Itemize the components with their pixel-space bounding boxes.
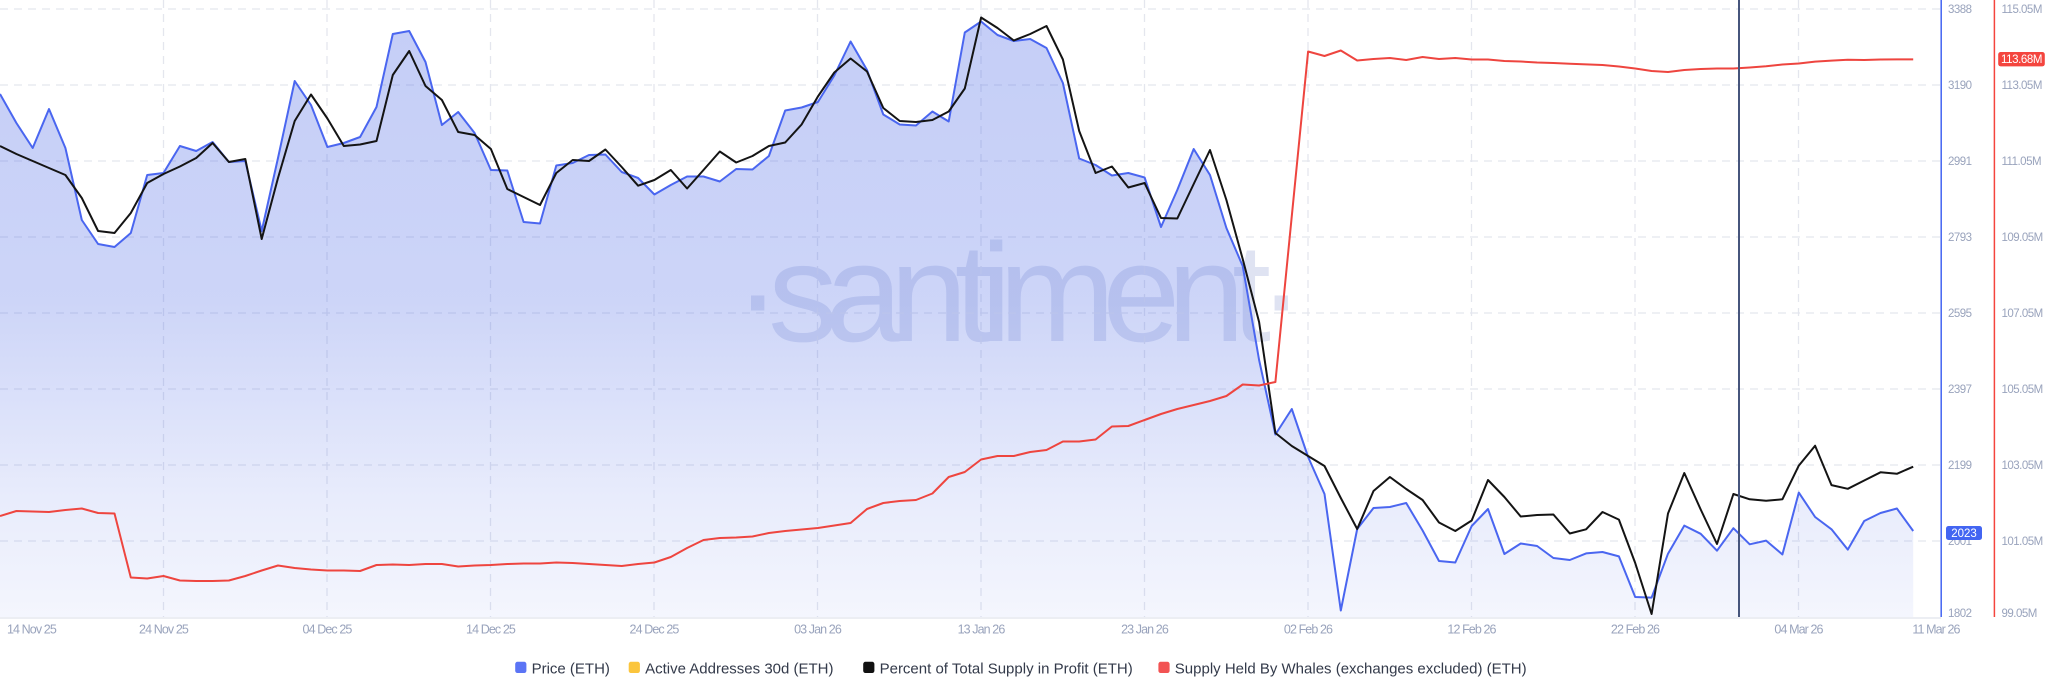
svg-text:12 Feb 26: 12 Feb 26 <box>1447 623 1496 637</box>
svg-text:23 Jan 26: 23 Jan 26 <box>1121 623 1169 637</box>
svg-text:Supply Held By Whales (exchang: Supply Held By Whales (exchanges exclude… <box>1175 661 1527 678</box>
svg-text:2793: 2793 <box>1948 232 1972 244</box>
svg-text:3190: 3190 <box>1948 80 1972 92</box>
svg-text:Active Addresses 30d (ETH): Active Addresses 30d (ETH) <box>645 661 833 678</box>
svg-text:04 Dec 25: 04 Dec 25 <box>303 623 353 637</box>
svg-text:2199: 2199 <box>1948 460 1972 472</box>
svg-text:22 Feb 26: 22 Feb 26 <box>1611 623 1660 637</box>
svg-text:04 Mar 26: 04 Mar 26 <box>1774 623 1823 637</box>
svg-text:24 Nov 25: 24 Nov 25 <box>139 623 189 637</box>
svg-text:113.68M: 113.68M <box>2001 54 2042 66</box>
svg-text:2397: 2397 <box>1948 384 1972 396</box>
svg-text:13 Jan 26: 13 Jan 26 <box>958 623 1006 637</box>
svg-text:11 Mar 26: 11 Mar 26 <box>1912 623 1960 637</box>
svg-text:14 Dec 25: 14 Dec 25 <box>466 623 516 637</box>
svg-text:107.05M: 107.05M <box>2002 308 2043 320</box>
svg-text:1802: 1802 <box>1948 608 1972 620</box>
svg-text:Price (ETH): Price (ETH) <box>532 661 610 678</box>
svg-text:115.05M: 115.05M <box>2002 4 2042 16</box>
svg-text:101.05M: 101.05M <box>2002 536 2043 548</box>
svg-text:24 Dec 25: 24 Dec 25 <box>630 623 680 637</box>
svg-text:2595: 2595 <box>1948 308 1972 320</box>
svg-text:3388: 3388 <box>1948 4 1972 16</box>
svg-text:103.05M: 103.05M <box>2002 460 2043 472</box>
svg-text:105.05M: 105.05M <box>2002 384 2043 396</box>
svg-text:03 Jan 26: 03 Jan 26 <box>794 623 842 637</box>
svg-text:113.05M: 113.05M <box>2002 80 2042 92</box>
svg-text:02 Feb 26: 02 Feb 26 <box>1284 623 1333 637</box>
svg-text:111.05M: 111.05M <box>2002 156 2042 168</box>
svg-text:109.05M: 109.05M <box>2002 232 2043 244</box>
svg-text:2023: 2023 <box>1951 528 1977 540</box>
svg-text:99.05M: 99.05M <box>2002 608 2037 620</box>
svg-text:14 Nov 25: 14 Nov 25 <box>7 623 57 637</box>
svg-text:2991: 2991 <box>1948 156 1972 168</box>
svg-text:Percent of Total Supply in Pro: Percent of Total Supply in Profit (ETH) <box>880 661 1133 678</box>
